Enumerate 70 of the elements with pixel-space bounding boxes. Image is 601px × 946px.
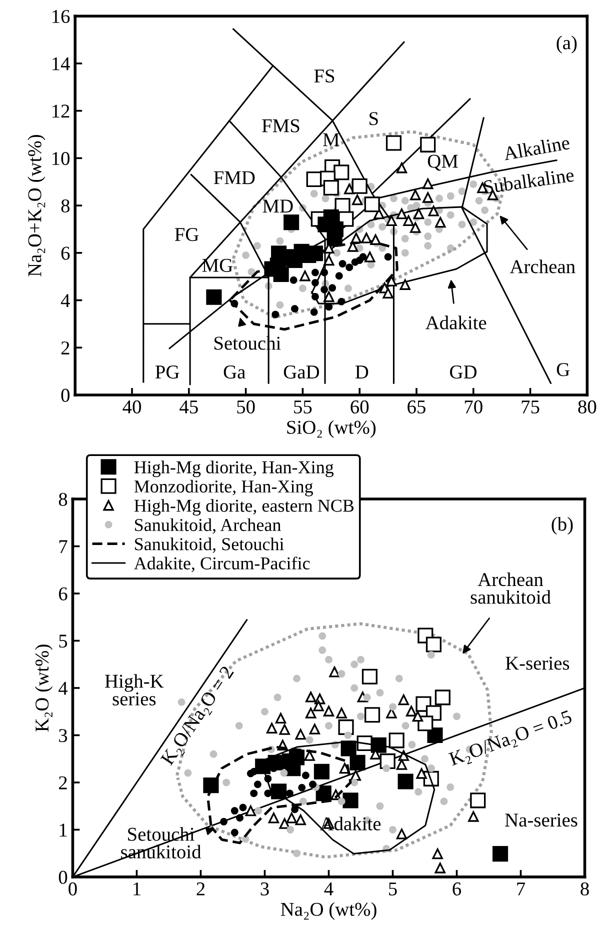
annotation: GaD (284, 366, 320, 379)
x-tick-label: 1 (134, 882, 140, 896)
legend-label: High-Mg diorite, Han-Xing (134, 460, 334, 478)
annotation: MG (202, 258, 233, 272)
annotation: (a) (556, 36, 577, 54)
annotation: (b) (552, 517, 573, 535)
x-tick-label: 70 (464, 400, 482, 414)
x-tick-label: 80 (578, 400, 596, 414)
annotation: GD (450, 366, 477, 379)
legend-label: Sanukitoid, Archean (135, 518, 281, 534)
annotation: PG (155, 366, 180, 379)
annotation: MD (262, 200, 293, 213)
annotation: M (323, 133, 340, 146)
annotation: Adakite (426, 316, 486, 330)
annotation: S (370, 112, 378, 126)
annotation: Na-series (505, 814, 578, 827)
annotation: High-K series (105, 674, 164, 706)
y-tick-label: 5 (59, 634, 68, 648)
y-tick-label: 0 (58, 870, 68, 884)
x-tick-label: 50 (237, 400, 255, 414)
x-tick-label: 7 (517, 882, 526, 896)
y-tick-label: 12 (52, 104, 70, 118)
y-tick-label: 8 (58, 492, 68, 506)
y-axis-title: K₂O (wt%) (34, 644, 53, 732)
y-tick-label: 4 (60, 294, 70, 307)
x-tick-label: 55 (294, 400, 312, 414)
x-tick-label: 45 (180, 400, 198, 414)
y-tick-label: 16 (52, 10, 70, 24)
legend-label: Sanukitoid, Setouchi (135, 538, 284, 553)
y-tick-label: 2 (61, 341, 70, 354)
annotation: Alkaline (502, 135, 570, 160)
y-tick-label: 7 (59, 540, 68, 553)
annotation: Ga (224, 366, 246, 379)
annotation: Archean sanukitoid (470, 572, 551, 604)
x-axis-title: Na₂O (wt%) (280, 902, 376, 920)
x-tick-label: 5 (389, 882, 397, 896)
annotation: FG (174, 228, 199, 242)
x-axis-title: SiO₂ (wt%) (287, 420, 376, 438)
legend-label: Monzodiorite, Han-Xing (134, 480, 313, 496)
y-tick-label: 6 (61, 246, 70, 260)
annotation: FMD (214, 171, 255, 184)
x-tick-label: 4 (324, 882, 334, 896)
y-tick-label: 6 (58, 587, 68, 600)
x-tick-label: 75 (522, 400, 540, 414)
x-tick-label: 40 (122, 400, 141, 414)
x-tick-label: 6 (452, 882, 462, 896)
y-tick-label: 8 (61, 199, 70, 212)
annotation: K-series (506, 656, 570, 670)
x-tick-label: 8 (580, 882, 589, 896)
y-tick-label: 3 (59, 729, 68, 742)
legend-label: Adakite, Circum-Pacific (134, 556, 310, 572)
annotation: Subalkaline (483, 168, 574, 194)
x-tick-label: 65 (408, 400, 426, 414)
annotation: FS (314, 69, 334, 83)
x-tick-label: 60 (350, 400, 369, 414)
y-tick-label: 1 (60, 824, 67, 836)
y-tick-label: 0 (61, 388, 70, 402)
annotation: G (556, 363, 570, 376)
x-tick-label: 2 (196, 882, 205, 896)
annotation: Archean (510, 260, 576, 274)
annotation: D (355, 366, 368, 378)
y-tick-label: 14 (52, 57, 70, 70)
y-tick-label: 10 (52, 152, 70, 166)
annotation: QM (428, 154, 458, 171)
y-tick-label: 4 (58, 682, 68, 695)
y-tick-label: 2 (58, 776, 67, 790)
x-tick-label: 3 (260, 882, 269, 896)
legend-label: High-Mg diorite, eastern NCB (134, 499, 354, 516)
annotation: FMS (262, 119, 300, 132)
y-axis-title: Na₂O+K₂O (wt%) (28, 134, 46, 276)
